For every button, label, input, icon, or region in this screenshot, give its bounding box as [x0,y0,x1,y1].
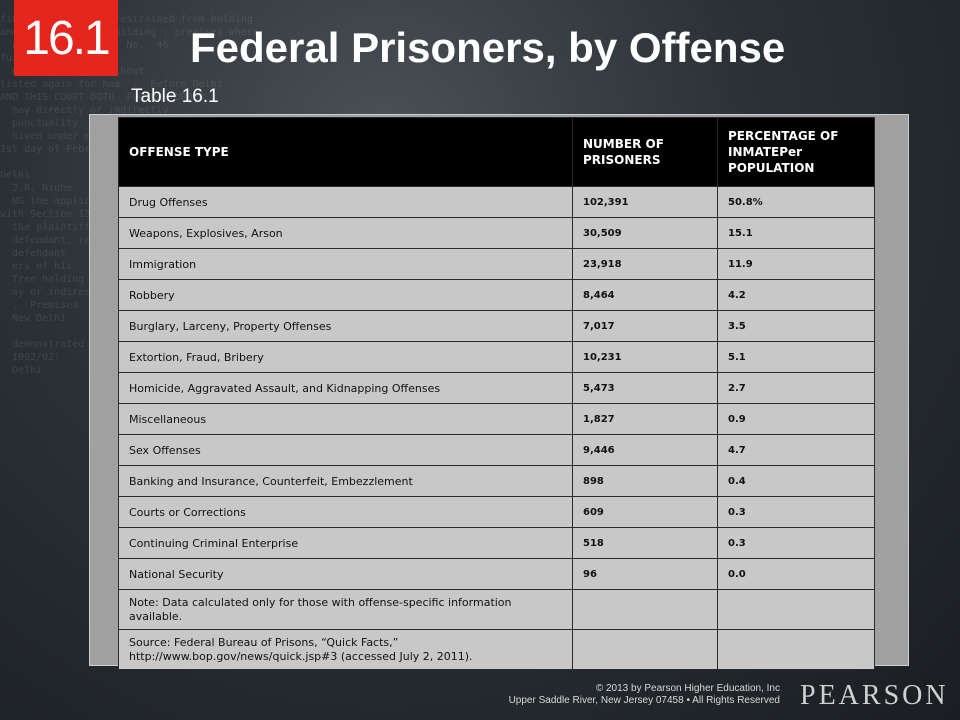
offense-cell: Drug Offenses [118,186,573,218]
table-row: Robbery 8,464 4.2 [118,279,875,311]
offense-cell: Continuing Criminal Enterprise [118,527,573,559]
publisher-logo: PEARSON [800,680,949,711]
number-cell: 1,827 [572,403,718,435]
percent-cell: 4.2 [717,279,875,311]
table-row: Weapons, Explosives, Arson 30,509 15.1 [118,217,875,249]
copyright-line-1: © 2013 by Pearson Higher Education, Inc [595,683,780,694]
offense-cell: Sex Offenses [118,434,573,466]
percent-cell: 3.5 [717,310,875,342]
percent-cell: 2.7 [717,372,875,404]
offense-cell: Weapons, Explosives, Arson [118,217,573,249]
number-cell: 96 [572,558,718,590]
empty-cell [717,589,875,630]
table-row: Banking and Insurance, Counterfeit, Embe… [118,465,875,497]
table-source: Source: Federal Bureau of Prisons, “Quic… [118,629,573,670]
percent-cell: 0.4 [717,465,875,497]
table-row: Burglary, Larceny, Property Offenses 7,0… [118,310,875,342]
offense-cell: Immigration [118,248,573,280]
header-number-of-prisoners: NUMBER OF PRISONERS [572,117,718,187]
table-note: Note: Data calculated only for those wit… [118,589,573,630]
number-cell: 898 [572,465,718,497]
table-row: Courts or Corrections 609 0.3 [118,496,875,528]
number-cell: 8,464 [572,279,718,311]
percent-cell: 4.7 [717,434,875,466]
table-row: Drug Offenses 102,391 50.8% [118,186,875,218]
offense-cell: Robbery [118,279,573,311]
number-cell: 5,473 [572,372,718,404]
number-cell: 102,391 [572,186,718,218]
percent-cell: 0.3 [717,527,875,559]
table-row: Immigration 23,918 11.9 [118,248,875,280]
table-row: Extortion, Fraud, Bribery 10,231 5.1 [118,341,875,373]
number-cell: 7,017 [572,310,718,342]
table-caption: Table 16.1 [131,86,219,107]
percent-cell: 5.1 [717,341,875,373]
table-row: Miscellaneous 1,827 0.9 [118,403,875,435]
offense-cell: Burglary, Larceny, Property Offenses [118,310,573,342]
note-row: Note: Data calculated only for those wit… [118,589,875,630]
empty-cell [572,589,718,630]
number-cell: 10,231 [572,341,718,373]
table-header-row: OFFENSE TYPE NUMBER OF PRISONERS PERCENT… [118,117,875,187]
percent-cell: 0.0 [717,558,875,590]
header-offense-type: OFFENSE TYPE [118,117,573,187]
table-row: National Security 96 0.0 [118,558,875,590]
offense-cell: Courts or Corrections [118,496,573,528]
header-percentage: PERCENTAGE OF INMATEPer POPULATION [717,117,875,187]
number-cell: 30,509 [572,217,718,249]
percent-cell: 50.8% [717,186,875,218]
offense-cell: Banking and Insurance, Counterfeit, Embe… [118,465,573,497]
percent-cell: 11.9 [717,248,875,280]
offense-cell: National Security [118,558,573,590]
copyright-line-2: Upper Saddle River, New Jersey 07458 • A… [508,695,780,706]
table-row: Continuing Criminal Enterprise 518 0.3 [118,527,875,559]
offense-cell: Extortion, Fraud, Bribery [118,341,573,373]
offense-cell: Miscellaneous [118,403,573,435]
number-cell: 23,918 [572,248,718,280]
table-row: Homicide, Aggravated Assault, and Kidnap… [118,372,875,404]
table-row: Sex Offenses 9,446 4.7 [118,434,875,466]
number-cell: 518 [572,527,718,559]
percent-cell: 0.3 [717,496,875,528]
slide-title: Federal Prisoners, by Offense [190,24,786,71]
offense-table: OFFENSE TYPE NUMBER OF PRISONERS PERCENT… [118,117,875,670]
offense-cell: Homicide, Aggravated Assault, and Kidnap… [118,372,573,404]
number-cell: 9,446 [572,434,718,466]
copyright-notice: © 2013 by Pearson Higher Education, Inc … [509,683,780,707]
empty-cell [572,629,718,670]
number-cell: 609 [572,496,718,528]
percent-cell: 0.9 [717,403,875,435]
source-row: Source: Federal Bureau of Prisons, “Quic… [118,629,875,670]
percent-cell: 15.1 [717,217,875,249]
chapter-badge: 16.1 [14,0,118,76]
empty-cell [717,629,875,670]
